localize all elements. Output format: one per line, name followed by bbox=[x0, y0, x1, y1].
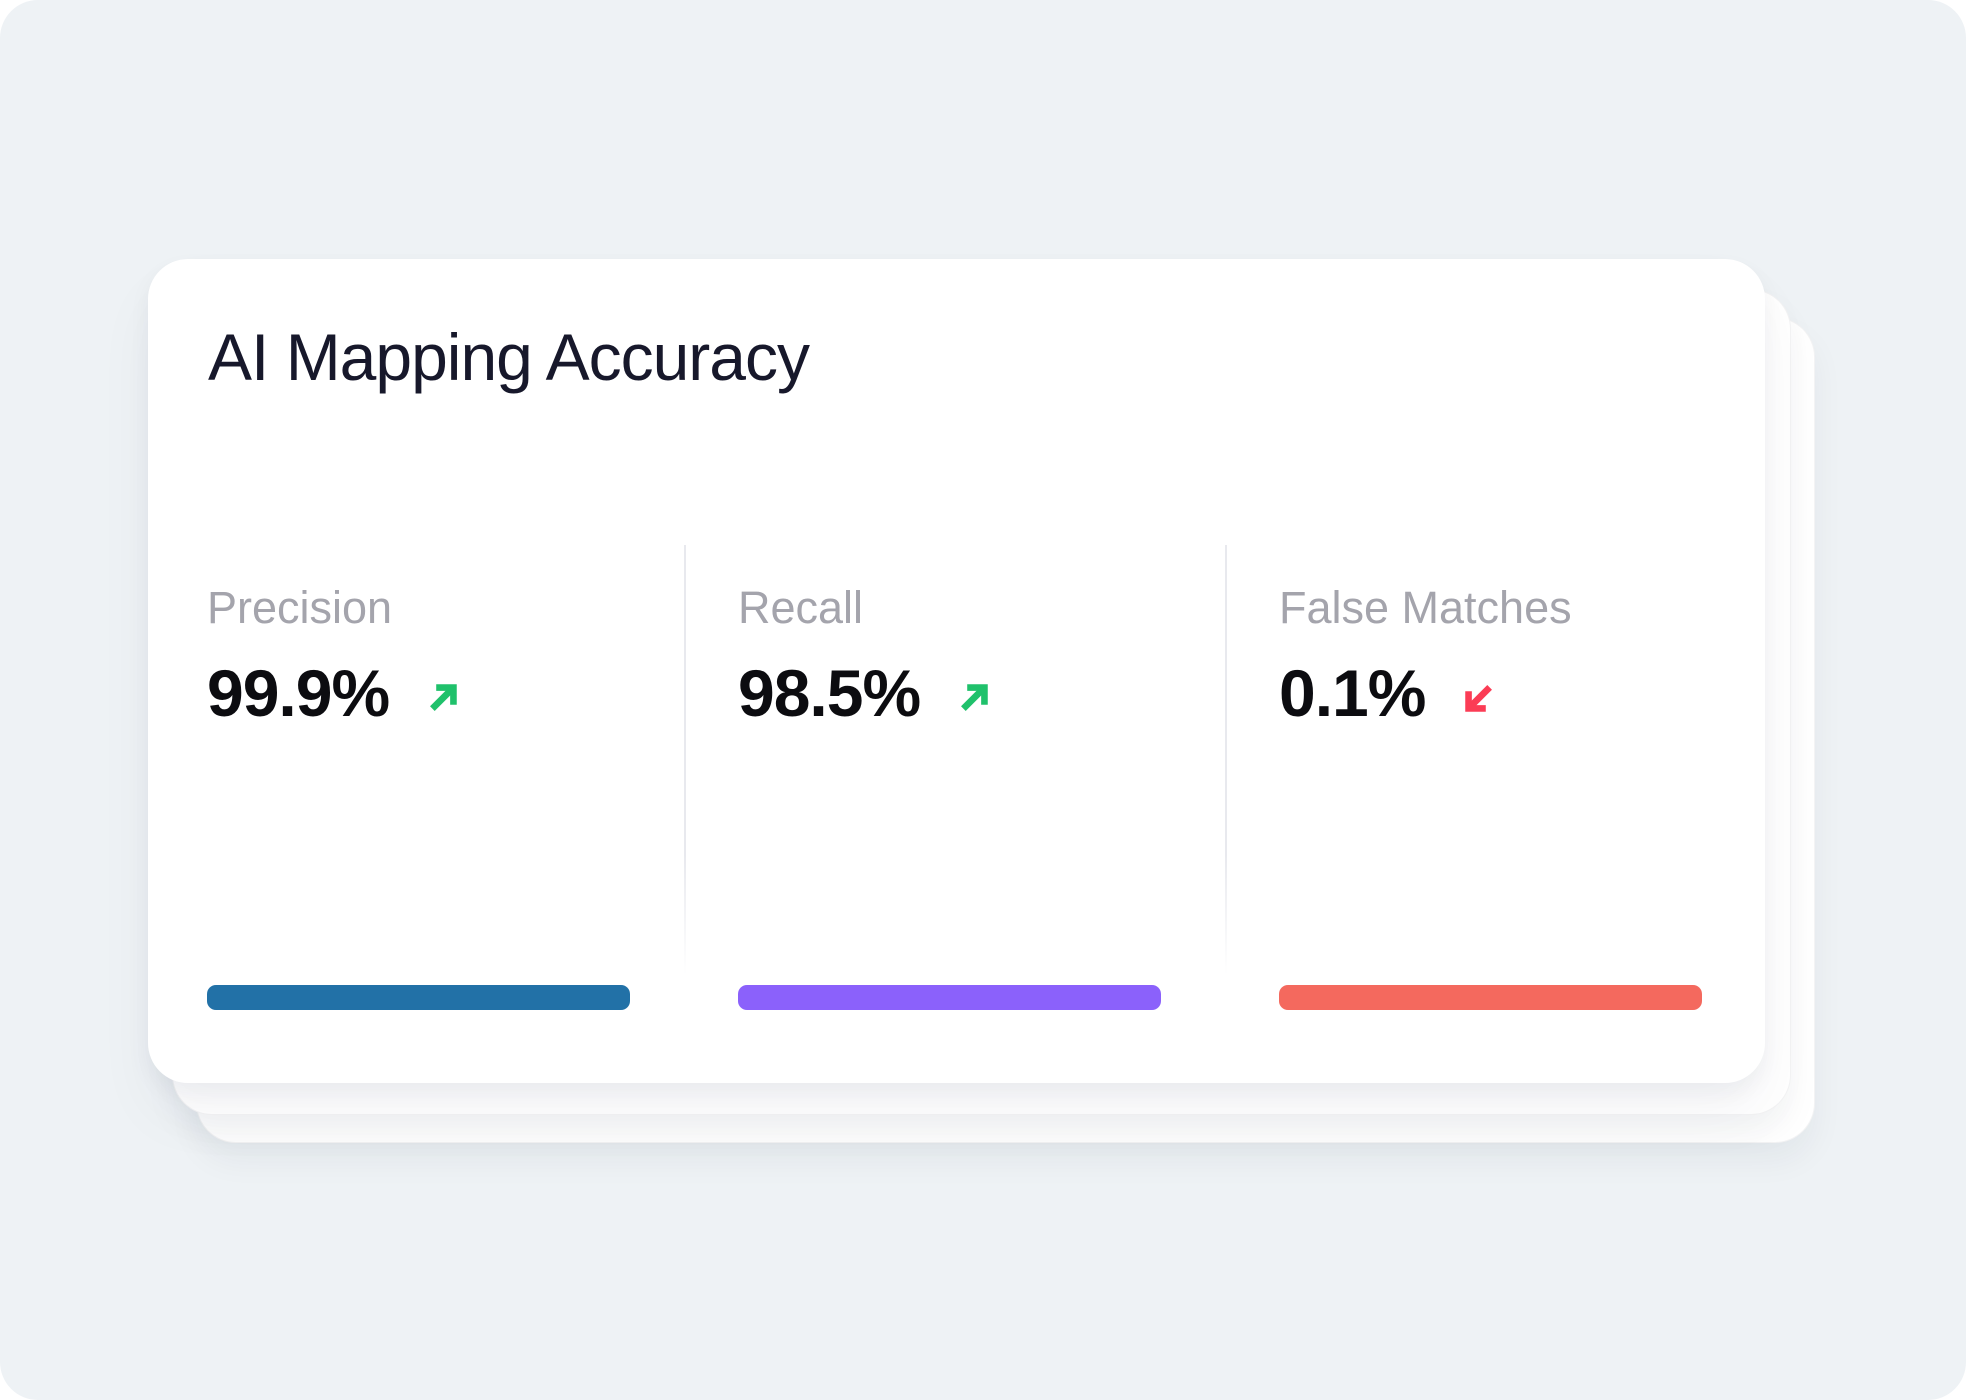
metric-precision: Precision 99.9% bbox=[207, 585, 630, 1015]
metric-value: 99.9% bbox=[207, 656, 390, 730]
metric-accent-bar bbox=[738, 985, 1161, 1010]
metric-label: False Matches bbox=[1279, 582, 1572, 633]
metric-accent-bar bbox=[207, 985, 630, 1010]
metric-false-matches: False Matches 0.1% bbox=[1279, 585, 1702, 1015]
column-divider bbox=[1225, 545, 1227, 975]
metric-label: Recall bbox=[738, 582, 864, 633]
metric-value: 98.5% bbox=[738, 656, 921, 730]
metric-accent-bar bbox=[1279, 985, 1702, 1010]
metric-recall: Recall 98.5% bbox=[738, 585, 1161, 1015]
metric-value: 0.1% bbox=[1279, 656, 1426, 730]
column-divider bbox=[684, 545, 686, 975]
metric-value-row: 99.9% bbox=[207, 660, 630, 726]
ai-mapping-accuracy-card: AI Mapping Accuracy Precision 99.9% bbox=[148, 259, 1765, 1083]
arrow-down-left-icon bbox=[1457, 676, 1501, 720]
metric-value-row: 0.1% bbox=[1279, 660, 1702, 726]
card-title: AI Mapping Accuracy bbox=[208, 320, 810, 394]
metric-value-row: 98.5% bbox=[738, 660, 1161, 726]
arrow-up-right-icon bbox=[421, 676, 465, 720]
arrow-up-right-icon bbox=[952, 676, 996, 720]
metric-label: Precision bbox=[207, 582, 393, 633]
